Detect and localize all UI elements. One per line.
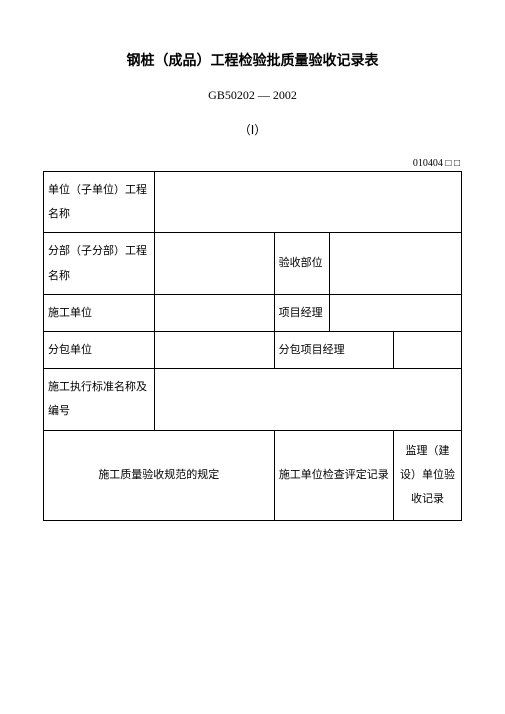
table-row: 单位（子单位）工程名称: [44, 172, 462, 233]
acceptance-location-value: [329, 233, 461, 294]
subcontractor-value: [154, 331, 274, 368]
inspection-record-header: 施工单位检查评定记录: [274, 430, 393, 520]
standard-name-value: [154, 369, 461, 430]
table-row: 施工单位 项目经理: [44, 294, 462, 331]
inspection-form-table: 单位（子单位）工程名称 分部（子分部）工程名称 验收部位 施工单位 项目经理 分…: [43, 171, 462, 521]
table-row: 施工质量验收规范的规定 施工单位检查评定记录 监理（建设）单位验收记录: [44, 430, 462, 520]
project-manager-value: [329, 294, 461, 331]
unit-project-value: [154, 172, 461, 233]
construction-unit-value: [154, 294, 274, 331]
subdivision-project-value: [154, 233, 274, 294]
table-row: 分部（子分部）工程名称 验收部位: [44, 233, 462, 294]
document-title: 钢桩（成品）工程检验批质量验收记录表: [43, 50, 462, 70]
acceptance-location-label: 验收部位: [274, 233, 329, 294]
table-row: 分包单位 分包项目经理: [44, 331, 462, 368]
subdivision-project-label: 分部（子分部）工程名称: [44, 233, 155, 294]
table-row: 施工执行标准名称及编号: [44, 369, 462, 430]
project-manager-label: 项目经理: [274, 294, 329, 331]
document-code: GB50202 — 2002: [43, 88, 462, 103]
unit-project-label: 单位（子单位）工程名称: [44, 172, 155, 233]
construction-unit-label: 施工单位: [44, 294, 155, 331]
supervision-record-header: 监理（建设）单位验收记录: [394, 430, 462, 520]
subcontractor-pm-label: 分包项目经理: [274, 331, 393, 368]
subcontractor-label: 分包单位: [44, 331, 155, 368]
document-number: 010404 □ □: [43, 158, 462, 169]
quality-spec-header: 施工质量验收规范的规定: [44, 430, 275, 520]
section-number: （Ⅰ）: [43, 121, 462, 138]
subcontractor-pm-value: [394, 331, 462, 368]
standard-name-label: 施工执行标准名称及编号: [44, 369, 155, 430]
